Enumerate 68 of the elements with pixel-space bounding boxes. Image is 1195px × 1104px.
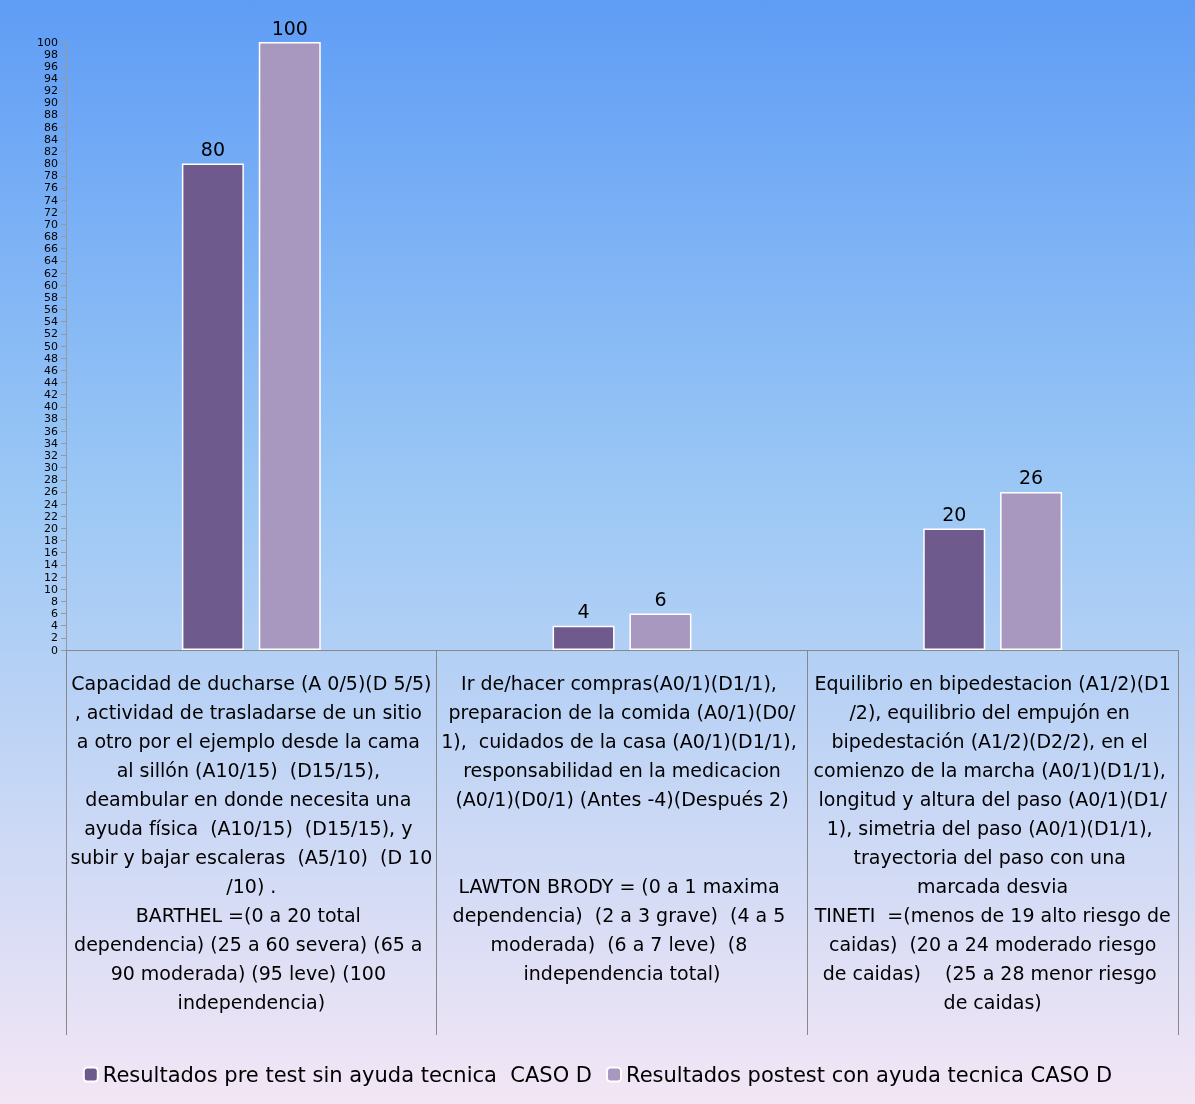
y-tick-label: 48	[44, 351, 58, 365]
y-tick-label: 84	[44, 132, 58, 146]
y-tick-label: 82	[44, 144, 58, 158]
y-tick-label: 20	[44, 521, 58, 535]
y-tick-label: 88	[44, 108, 58, 122]
y-tick-label: 42	[44, 388, 58, 402]
data-label: 100	[271, 16, 308, 39]
y-tick-label: 66	[44, 242, 58, 256]
y-tick-label: 78	[44, 169, 58, 183]
y-tick-label: 68	[44, 230, 58, 244]
y-tick-label: 46	[44, 363, 58, 377]
y-tick-label: 74	[44, 193, 58, 207]
y-tick-label: 12	[44, 570, 58, 584]
y-tick-label: 4	[51, 619, 58, 633]
y-tick-label: 40	[44, 400, 58, 414]
y-tick-label: 58	[44, 290, 58, 304]
y-tick-label: 0	[51, 643, 58, 657]
y-tick-label: 80	[44, 157, 58, 171]
y-tick-label: 38	[44, 412, 58, 426]
y-tick-label: 28	[44, 473, 58, 487]
y-tick-label: 76	[44, 181, 58, 195]
y-tick-label: 26	[44, 485, 58, 499]
y-tick-label: 16	[44, 546, 58, 560]
category-label: Ir de/hacer compras(A0/1)(D1/1), preparacion de la comida (A0/1)(D0/1), cuidados de la casa (A0/1)(D1/1), responsabilidad en la medicacion (A0/1)(D0/1) (Antes -4)(Después 2) LAWTON BRODY = (0 a 1 maxima dependencia) (2 a 3 grave) (4 a 5 moderada) (6 a 7 leve) (8 independencia total)	[441, 671, 797, 984]
y-tick-label: 94	[44, 71, 58, 85]
data-label: 20	[942, 502, 967, 525]
y-tick-label: 56	[44, 303, 58, 317]
y-tick-label: 50	[44, 339, 58, 353]
y-tick-label: 10	[44, 582, 58, 596]
bar	[1000, 491, 1063, 650]
y-tick-label: 8	[51, 594, 58, 608]
y-tick-label: 100	[37, 35, 58, 49]
y-tick-label: 32	[44, 448, 58, 462]
data-label: 6	[654, 588, 667, 611]
bar	[629, 613, 692, 650]
y-tick-label: 70	[44, 217, 58, 231]
bar	[923, 528, 986, 650]
y-tick-label: 98	[44, 47, 58, 61]
y-tick-label: 6	[51, 607, 58, 621]
y-tick-label: 72	[44, 205, 58, 219]
bar	[258, 42, 321, 650]
y-tick-label: 30	[44, 461, 58, 475]
y-tick-label: 44	[44, 375, 58, 389]
category-label: Equilibrio en bipedestacion (A1/2)(D1/2), equilibrio del empujón en bipedestación (A1/2)(D2/2), en el comienzo de la marcha (A0/1)(D1/1), longitud y altura del paso (A0/1)(D1/1), simetria del paso (A0/1)(D1/1), trayectoria del paso con una marcada desvia TINETI =(menos de 19 alto riesgo de caidas) (20 a 24 moderado riesgo de caidas) (25 a 28 menor riesgo de caidas)	[813, 671, 1171, 1013]
y-tick-label: 14	[44, 558, 58, 572]
y-tick-label: 34	[44, 436, 58, 450]
y-tick-label: 54	[44, 315, 58, 329]
y-tick-label: 18	[44, 534, 58, 548]
bar	[181, 163, 244, 650]
data-label: 4	[577, 600, 590, 623]
y-tick-label: 96	[44, 59, 58, 73]
legend-label: Resultados postest con ayuda tecnica CASO D	[626, 1062, 1113, 1087]
y-tick-label: 36	[44, 424, 58, 438]
legend-label: Resultados pre test sin ayuda tecnica CASO D	[102, 1062, 593, 1087]
y-tick-label: 62	[44, 266, 58, 280]
data-label: 26	[1019, 466, 1044, 489]
y-tick-label: 86	[44, 120, 58, 134]
y-tick-label: 52	[44, 327, 58, 341]
bar	[552, 625, 615, 650]
y-tick-label: 24	[44, 497, 58, 511]
data-label: 80	[200, 138, 225, 161]
y-tick-label: 90	[44, 96, 58, 110]
y-tick-label: 92	[44, 84, 58, 98]
y-tick-label: 60	[44, 278, 58, 292]
y-tick-label: 22	[44, 509, 58, 523]
y-tick-label: 64	[44, 254, 58, 268]
category-label: Capacidad de ducharse (A 0/5)(D 5/5), actividad de trasladarse de un sitio a otro por el ejemplo desde la cama al sillón (A10/15) (D15/15), deambular en donde necesita una ayuda física (A10/15) (D15/15), y subir y bajar escaleras (A5/10) (D 10/10) . BARTHEL =(0 a 20 total dependencia) (25 a 60 severa) (65 a 90 moderada) (95 leve) (100 independencia)	[70, 671, 433, 1013]
y-tick-label: 2	[51, 631, 58, 645]
